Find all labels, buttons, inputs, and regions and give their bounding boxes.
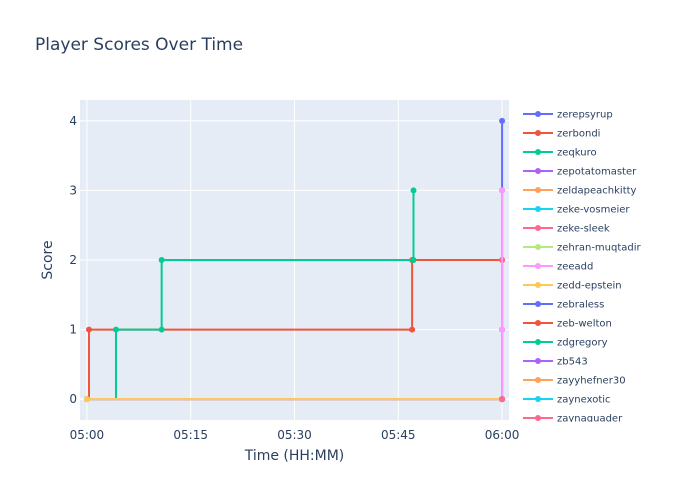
x-tick-label: 05:45 [381, 428, 416, 442]
legend-label: zeb-welton [557, 319, 612, 330]
data-point[interactable] [410, 187, 417, 194]
legend-marker [535, 206, 541, 212]
legend-item[interactable]: zebraless [523, 300, 604, 311]
legend-marker [535, 301, 541, 307]
legend-label: zeqkuro [557, 148, 597, 159]
legend-label: zayyhefner30 [557, 376, 626, 387]
legend-item[interactable]: zeeadd [523, 262, 593, 273]
legend-marker [535, 415, 541, 421]
legend-marker [535, 187, 541, 193]
x-tick-label: 05:15 [173, 428, 208, 442]
y-axis-title: Score [40, 240, 56, 279]
series-zaynaquader [499, 396, 506, 403]
legend-item[interactable]: zehran-muqtadir [523, 243, 642, 254]
legend-marker [535, 168, 541, 174]
legend-label: zebraless [557, 300, 604, 311]
legend-label: zepotatomaster [557, 167, 637, 178]
data-point[interactable] [112, 326, 119, 333]
legend-item[interactable]: zdgregory [523, 338, 608, 349]
legend-item[interactable]: zeb-welton [523, 319, 612, 330]
chart-title: Player Scores Over Time [35, 35, 243, 55]
legend-item[interactable]: zaynexotic [523, 395, 611, 406]
legend-item[interactable]: zepotatomaster [523, 167, 637, 178]
data-point[interactable] [499, 117, 506, 124]
data-point[interactable] [83, 396, 90, 403]
legend-label: zerbondi [557, 129, 600, 140]
data-point[interactable] [499, 326, 506, 333]
legend-marker [535, 377, 541, 383]
legend-marker [535, 225, 541, 231]
x-axis-ticks: 05:00 05:15 05:30 05:45 06:00 [70, 428, 520, 442]
legend-item[interactable]: zaynaquader [523, 414, 623, 425]
legend-item[interactable]: zedd-epstein [523, 281, 622, 292]
x-tick-label: 05:00 [70, 428, 105, 442]
legend-item[interactable]: zerepsyrup [523, 110, 613, 121]
legend-label: zaynexotic [557, 395, 611, 406]
legend-marker [535, 130, 541, 136]
legend-item[interactable]: zeqkuro [523, 148, 597, 159]
data-point[interactable] [158, 326, 165, 333]
legend-label: zeke-sleek [557, 224, 610, 235]
legend-label: zdgregory [557, 338, 608, 349]
legend-item[interactable]: zb543 [523, 357, 588, 368]
legend-marker [535, 320, 541, 326]
legend-item[interactable]: zeldapeachkitty [523, 186, 637, 197]
legend-label: zeke-vosmeier [557, 205, 630, 216]
legend-marker [535, 339, 541, 345]
legend-label: zehran-muqtadir [557, 243, 642, 254]
legend-marker [535, 244, 541, 250]
data-point[interactable] [158, 257, 165, 263]
y-tick-label: 2 [69, 253, 77, 267]
legend-label: zedd-epstein [557, 281, 622, 292]
legend-marker [535, 111, 541, 117]
data-point[interactable] [409, 326, 416, 333]
y-axis-ticks: 0 1 2 3 4 [69, 114, 77, 406]
y-tick-label: 1 [69, 323, 77, 337]
legend-item[interactable]: zerbondi [523, 129, 600, 140]
legend-item[interactable]: zeke-vosmeier [523, 205, 630, 216]
legend-label: zb543 [557, 357, 588, 368]
legend[interactable]: zerepsyrup zerbondi zeqkuro zepotatomaster z… [523, 110, 642, 425]
data-point[interactable] [499, 187, 506, 194]
legend-item[interactable]: zeke-sleek [523, 224, 610, 235]
x-tick-label: 05:30 [277, 428, 312, 442]
legend-label: zerepsyrup [557, 110, 613, 121]
data-point[interactable] [85, 326, 92, 333]
y-tick-label: 3 [69, 183, 77, 197]
x-axis-title: Time (HH:MM) [244, 448, 345, 464]
y-tick-label: 4 [69, 114, 77, 128]
legend-label: zaynaquader [557, 414, 623, 425]
data-point[interactable] [499, 396, 506, 403]
x-tick-label: 06:00 [485, 428, 520, 442]
y-tick-label: 0 [69, 392, 77, 406]
data-point[interactable] [410, 257, 417, 263]
legend-label: zeldapeachkitty [557, 186, 637, 197]
legend-marker [535, 396, 541, 402]
legend-marker [535, 149, 541, 155]
series-group [83, 117, 506, 403]
legend-marker [535, 263, 541, 269]
legend-item[interactable]: zayyhefner30 [523, 376, 626, 387]
legend-label: zeeadd [557, 262, 593, 273]
legend-marker [535, 358, 541, 364]
legend-marker [535, 282, 541, 288]
